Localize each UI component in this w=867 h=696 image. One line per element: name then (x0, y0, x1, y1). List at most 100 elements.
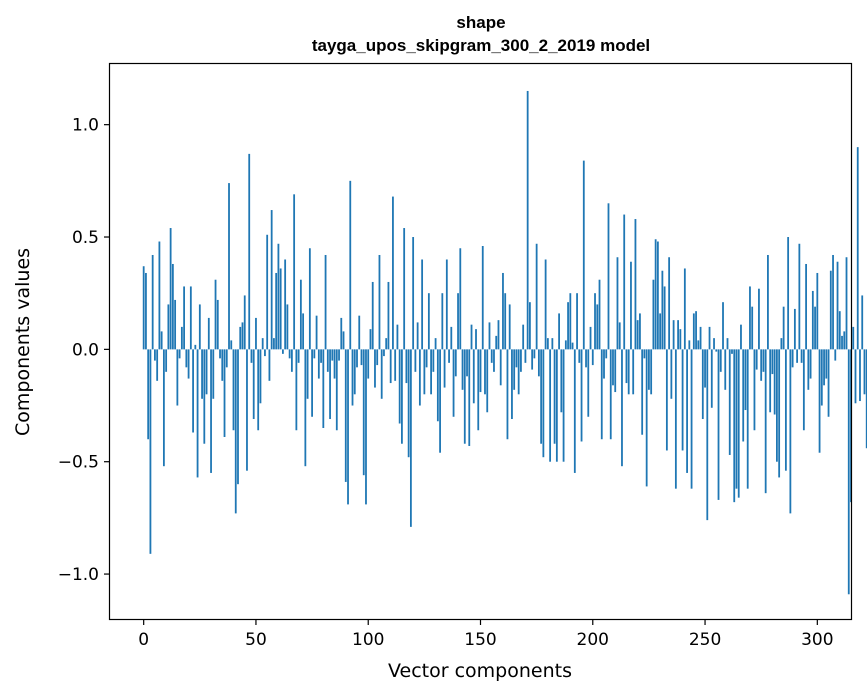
bar (524, 349, 527, 363)
bar (796, 349, 799, 363)
bar (443, 349, 446, 388)
bar (836, 261, 839, 350)
bar (791, 349, 794, 368)
bar (744, 349, 747, 411)
bar (863, 349, 866, 395)
bar (582, 160, 585, 350)
bar (531, 349, 534, 370)
bar (632, 349, 635, 395)
bar (540, 349, 543, 444)
bar (461, 349, 464, 390)
bar (769, 349, 772, 413)
bar (185, 349, 188, 368)
bar (308, 248, 311, 350)
bar (403, 228, 406, 350)
bar (553, 349, 556, 444)
y-tick-label: 0.5 (72, 228, 99, 248)
bar (282, 349, 284, 354)
bar (517, 349, 520, 395)
bar (787, 237, 790, 350)
bar (432, 349, 435, 372)
bar (735, 349, 738, 489)
bar (859, 349, 861, 402)
bar (753, 349, 756, 431)
bar (600, 349, 603, 440)
bar (731, 349, 733, 354)
bar (701, 349, 704, 420)
bar (607, 203, 610, 350)
bar (834, 349, 837, 361)
bar (317, 349, 320, 379)
bar (383, 349, 385, 357)
bar (843, 331, 846, 350)
bar (290, 349, 293, 372)
bar (407, 349, 410, 458)
bar (784, 349, 787, 471)
bar (513, 349, 516, 390)
bar (154, 349, 156, 361)
bar (544, 259, 547, 350)
bar (302, 313, 305, 350)
bar (742, 349, 745, 442)
bar (250, 349, 253, 363)
bar (427, 293, 430, 350)
bar (654, 239, 657, 350)
bar (618, 322, 621, 350)
bar (551, 338, 554, 350)
bar (477, 349, 480, 431)
bar (396, 324, 399, 350)
bar (645, 349, 648, 487)
bar (349, 180, 352, 350)
bar (441, 293, 444, 350)
bar (481, 246, 484, 350)
bar (228, 183, 230, 350)
bar (692, 313, 695, 350)
bar (151, 254, 154, 350)
bar (537, 349, 540, 377)
bar (569, 293, 572, 350)
bar (405, 349, 408, 384)
bar (697, 340, 700, 350)
bar (275, 272, 278, 350)
bar (719, 349, 722, 372)
bar (814, 306, 816, 350)
bar (223, 349, 226, 437)
bar (401, 349, 403, 444)
bar (724, 349, 727, 390)
bar (311, 349, 313, 417)
bar (243, 295, 246, 350)
bar (367, 349, 370, 379)
bar (234, 349, 237, 514)
bar (198, 304, 201, 350)
bar (178, 349, 181, 359)
bar (690, 349, 693, 489)
bar (210, 349, 212, 473)
bar (488, 322, 491, 350)
bar (293, 194, 296, 350)
bar (614, 349, 617, 393)
bar (212, 349, 215, 399)
bar (648, 349, 650, 390)
bar (854, 349, 857, 404)
bar (304, 349, 307, 467)
bar (789, 349, 792, 514)
bar (670, 349, 673, 399)
bar (486, 349, 489, 413)
bar (852, 326, 855, 350)
bar (425, 349, 428, 368)
bar (847, 349, 850, 595)
bar (189, 286, 192, 350)
bar (656, 241, 659, 350)
bar (704, 349, 706, 388)
bar (284, 259, 287, 350)
bar (562, 349, 565, 462)
bar (506, 349, 509, 440)
bar (668, 257, 671, 350)
bar (699, 326, 702, 350)
bar (625, 349, 628, 384)
bar (434, 338, 437, 350)
bar (612, 349, 614, 386)
bar (746, 349, 749, 489)
bar (205, 349, 208, 395)
bar (221, 349, 224, 381)
